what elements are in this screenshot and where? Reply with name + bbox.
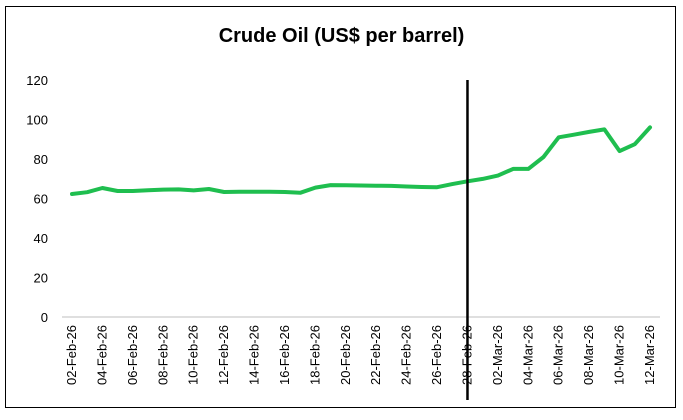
x-tick-label: 16-Feb-26 xyxy=(277,325,292,385)
x-tick-label: 12-Feb-26 xyxy=(216,325,231,385)
data-point xyxy=(526,167,530,171)
data-point xyxy=(192,188,196,193)
data-point xyxy=(268,190,272,194)
data-point xyxy=(420,185,424,189)
y-tick-label: 0 xyxy=(41,310,48,325)
data-point xyxy=(313,186,317,190)
data-point xyxy=(252,190,257,194)
y-tick-label: 120 xyxy=(26,73,48,88)
x-tick-label: 24-Feb-26 xyxy=(399,325,414,385)
data-point xyxy=(374,184,378,188)
chart-frame xyxy=(5,6,676,408)
x-tick-label: 08-Mar-26 xyxy=(581,325,596,385)
data-point xyxy=(328,183,333,187)
y-tick-label: 60 xyxy=(34,192,48,207)
data-point xyxy=(481,177,485,181)
data-point xyxy=(405,184,409,189)
x-tick-label: 22-Feb-26 xyxy=(368,325,383,385)
x-tick-label: 12-Mar-26 xyxy=(642,325,657,385)
x-tick-label: 14-Feb-26 xyxy=(247,325,262,385)
data-point xyxy=(511,167,515,171)
data-point xyxy=(359,183,363,188)
data-point xyxy=(617,149,622,153)
data-point xyxy=(557,135,561,139)
data-point xyxy=(116,189,120,193)
data-point xyxy=(389,184,394,188)
data-point xyxy=(283,190,287,194)
data-point xyxy=(633,142,637,146)
data-point xyxy=(222,190,226,194)
x-tick-label: 06-Mar-26 xyxy=(551,325,566,385)
data-point xyxy=(146,188,150,192)
data-point xyxy=(602,127,606,131)
x-tick-label: 18-Feb-26 xyxy=(307,325,322,385)
data-point xyxy=(70,192,74,196)
x-tick-label: 08-Feb-26 xyxy=(155,325,170,385)
data-point xyxy=(176,187,181,192)
x-tick-label: 26-Feb-26 xyxy=(429,325,444,385)
data-point xyxy=(85,190,89,194)
x-tick-label: 04-Mar-26 xyxy=(520,325,535,385)
y-tick-label: 100 xyxy=(26,113,48,128)
x-tick-label: 20-Feb-26 xyxy=(338,325,353,385)
data-point xyxy=(648,125,652,129)
x-tick-label: 06-Feb-26 xyxy=(125,325,140,385)
x-tick-label: 04-Feb-26 xyxy=(94,325,109,385)
data-point xyxy=(587,130,591,134)
data-point xyxy=(435,185,439,189)
y-tick-label: 80 xyxy=(34,152,48,167)
y-tick-label: 40 xyxy=(34,231,48,246)
data-point xyxy=(237,190,241,194)
data-point xyxy=(344,183,348,187)
y-tick-label: 20 xyxy=(34,271,48,286)
x-tick-label: 02-Feb-26 xyxy=(64,325,79,385)
data-point xyxy=(572,133,576,137)
data-point xyxy=(100,186,105,190)
x-tick-label: 02-Mar-26 xyxy=(490,325,505,385)
data-point xyxy=(207,187,211,191)
data-point xyxy=(450,182,454,186)
data-point xyxy=(131,189,135,193)
data-point xyxy=(496,173,500,178)
data-point xyxy=(298,191,302,195)
x-tick-label: 10-Feb-26 xyxy=(186,325,201,385)
data-point xyxy=(541,155,546,159)
data-point xyxy=(161,188,165,192)
chart-title: Crude Oil (US$ per barrel) xyxy=(218,25,465,47)
x-tick-label: 10-Mar-26 xyxy=(612,325,627,385)
